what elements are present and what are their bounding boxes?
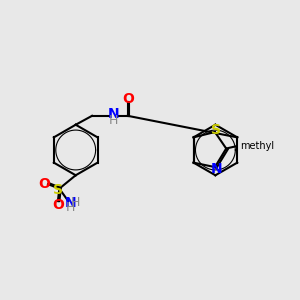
Text: O: O	[52, 198, 64, 212]
Text: O: O	[38, 177, 50, 191]
Text: N: N	[108, 107, 119, 121]
Text: O: O	[122, 92, 134, 106]
Text: N: N	[211, 163, 222, 176]
Text: S: S	[212, 123, 221, 136]
Text: S: S	[53, 183, 63, 197]
Text: N: N	[65, 196, 76, 210]
Text: H: H	[71, 196, 80, 209]
Text: H: H	[66, 201, 75, 214]
Text: H: H	[109, 114, 118, 128]
Text: methyl: methyl	[240, 141, 274, 151]
